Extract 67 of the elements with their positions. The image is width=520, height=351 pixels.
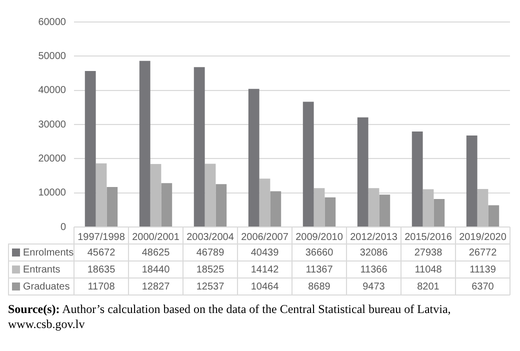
bar — [161, 183, 172, 226]
bar — [139, 60, 150, 226]
bar — [357, 117, 368, 226]
y-tick-label: 50000 — [38, 50, 66, 62]
data-label: 11708 — [88, 281, 116, 292]
x-tick-label: 2012/2013 — [350, 232, 398, 243]
x-tick-label: 2000/2001 — [132, 232, 180, 243]
data-label: 12537 — [196, 281, 225, 292]
bar — [412, 132, 423, 226]
bar — [84, 70, 96, 226]
x-tick-label: 2015/2016 — [404, 232, 452, 243]
legend-label: Graduates — [23, 281, 70, 292]
x-tick-label: 1997/1998 — [78, 232, 126, 243]
bar — [106, 187, 118, 226]
legend-label: Entrants — [23, 264, 60, 276]
y-tick-label: 0 — [60, 222, 66, 233]
data-label: 11139 — [470, 264, 496, 276]
y-tick-label: 10000 — [38, 188, 66, 199]
data-label: 45672 — [87, 247, 116, 258]
bar — [368, 188, 380, 226]
data-label: 40439 — [250, 247, 280, 258]
data-label: 9473 — [362, 281, 386, 292]
data-label: 11048 — [414, 264, 442, 276]
bar — [488, 205, 500, 226]
data-label: 48625 — [142, 247, 170, 258]
data-label: 11367 — [306, 264, 334, 276]
data-label: 18635 — [87, 264, 116, 276]
data-label: 46789 — [196, 247, 225, 258]
y-tick-label: 60000 — [38, 16, 66, 28]
data-label: 32086 — [360, 247, 388, 258]
legend-label: Enrolments — [23, 247, 74, 258]
bar — [434, 198, 445, 226]
x-tick-label: 2003/2004 — [186, 232, 234, 243]
bar — [150, 164, 162, 226]
data-label: 26772 — [468, 247, 498, 258]
data-label: 8689 — [308, 281, 331, 292]
bar — [477, 188, 488, 226]
bar — [379, 194, 390, 226]
bar — [194, 67, 205, 226]
y-tick-label: 30000 — [38, 119, 66, 130]
bar — [314, 188, 325, 226]
bar — [204, 164, 216, 226]
data-label: 6370 — [472, 281, 494, 292]
data-label: 27938 — [414, 247, 443, 258]
bar — [96, 163, 107, 226]
data-label: 12827 — [142, 281, 170, 292]
data-label: 18525 — [196, 264, 225, 276]
bar — [324, 197, 336, 226]
x-tick-label: 2009/2010 — [296, 232, 344, 243]
source-note: Source(s): Author’s calculation based on the data of the Central Statistical bureau of Latvia, www.csb.gov.lv — [8, 302, 452, 332]
bar — [422, 189, 434, 226]
bar — [216, 184, 227, 226]
x-tick-label: 2006/2007 — [241, 232, 289, 243]
y-tick-label: 20000 — [38, 153, 66, 164]
data-label: 8201 — [417, 281, 440, 292]
bar — [466, 136, 478, 226]
data-label: 18440 — [142, 264, 170, 276]
bar — [302, 102, 314, 226]
y-tick-label: 40000 — [38, 85, 66, 96]
bar — [259, 178, 270, 226]
x-tick-label: 2019/2020 — [459, 232, 507, 243]
data-label: 10464 — [250, 281, 280, 292]
bar — [270, 191, 282, 226]
data-label: 14142 — [250, 264, 280, 276]
data-label: 11366 — [360, 264, 388, 276]
bar — [248, 88, 260, 226]
data-label: 36660 — [305, 247, 334, 258]
